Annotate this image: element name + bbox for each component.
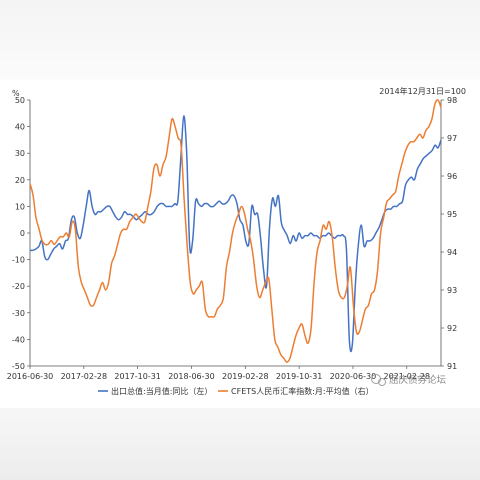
- x-tick-label: 2017-02-28: [61, 372, 108, 381]
- left-axis-ticks: 50 40 30 20 10 0 -10 -20 -30 -40 -50: [12, 96, 30, 371]
- left-tick-label: 20: [15, 176, 25, 185]
- left-tick-label: -40: [12, 335, 25, 344]
- legend: 出口总值:当月值:同比（左） CFETS人民币汇率指数:月:平均值（右）: [98, 386, 374, 396]
- x-tick-label: 2019-10-31: [276, 372, 323, 381]
- right-tick-label: 95: [447, 210, 457, 219]
- right-tick-label: 91: [447, 362, 457, 371]
- series-layer: [29, 99, 442, 363]
- x-tick-label: 2020-06-30: [330, 372, 377, 381]
- bottom-background-band: [0, 408, 480, 480]
- watermark: 屈庆债券论坛: [371, 374, 447, 386]
- right-tick-label: 97: [447, 134, 457, 143]
- x-axis-ticks: 2016-06-30 2017-02-28 2017-10-31 2018-06-30…: [7, 366, 430, 381]
- wechat-logo-icon-secondary: [378, 378, 386, 386]
- cfets-index-series-line: [29, 99, 442, 363]
- left-tick-label: -50: [12, 362, 25, 371]
- x-tick-label: 2016-06-30: [7, 372, 54, 381]
- x-tick-label: 2021-02-28: [384, 372, 431, 381]
- left-tick-label: -20: [12, 282, 25, 291]
- left-tick-label: 30: [15, 149, 25, 158]
- right-axis-ticks: 98 97 96 95 94 93 92 91: [441, 96, 457, 371]
- left-tick-label: 0: [20, 229, 25, 238]
- x-tick-label: 2019-02-28: [222, 372, 269, 381]
- right-tick-label: 98: [447, 96, 457, 105]
- x-tick-label: 2018-06-30: [168, 372, 215, 381]
- left-tick-label: 40: [15, 123, 25, 132]
- right-tick-label: 93: [447, 286, 457, 295]
- left-tick-label: -30: [12, 309, 25, 318]
- left-tick-label: 10: [15, 202, 25, 211]
- right-tick-label: 96: [447, 172, 457, 181]
- export-yoy-series-line: [29, 115, 442, 353]
- legend-label-export: 出口总值:当月值:同比（左）: [111, 386, 212, 396]
- left-axis-unit: %: [12, 89, 20, 98]
- right-tick-label: 92: [447, 324, 457, 333]
- left-tick-label: 50: [15, 96, 25, 105]
- right-tick-label: 94: [447, 248, 457, 257]
- top-background-band: [0, 0, 480, 80]
- x-tick-label: 2017-10-31: [114, 372, 161, 381]
- legend-label-cfets: CFETS人民币汇率指数:月:平均值（右）: [231, 386, 374, 396]
- axes: [29, 100, 442, 367]
- right-axis-unit: 2014年12月31日=100: [379, 86, 466, 96]
- left-tick-label: -10: [12, 256, 25, 265]
- watermark-text: 屈庆债券论坛: [389, 374, 447, 386]
